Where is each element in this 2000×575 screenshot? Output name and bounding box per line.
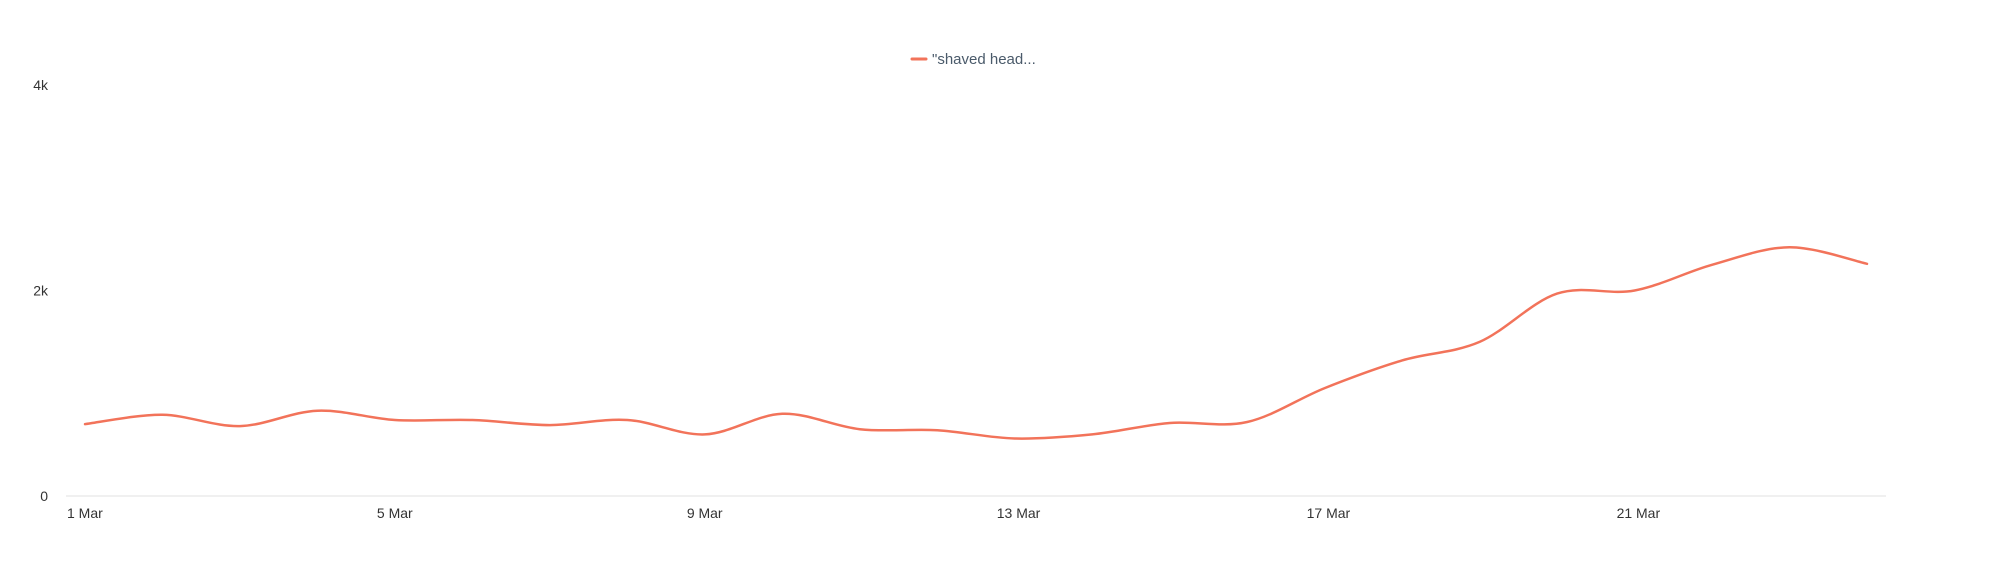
legend-label: "shaved head... [932, 51, 1036, 68]
legend[interactable]: "shaved head... [910, 51, 1036, 68]
series-line[interactable] [83, 246, 1869, 440]
data-point[interactable] [234, 420, 246, 432]
data-point[interactable] [699, 428, 711, 440]
data-point[interactable] [776, 408, 788, 420]
data-point[interactable] [311, 405, 323, 417]
data-point[interactable] [1086, 428, 1098, 440]
x-tick-label: 1 Mar [67, 505, 103, 521]
data-point[interactable] [1164, 417, 1176, 429]
data-point[interactable] [621, 414, 633, 426]
data-point[interactable] [1474, 336, 1486, 348]
data-point[interactable] [1706, 259, 1718, 271]
x-tick-label: 17 Mar [1307, 505, 1351, 521]
data-point[interactable] [931, 424, 943, 436]
data-point[interactable] [1396, 354, 1408, 366]
data-point[interactable] [1009, 433, 1021, 445]
x-tick-label: 21 Mar [1617, 505, 1661, 521]
data-point[interactable] [466, 414, 478, 426]
data-point[interactable] [854, 423, 866, 435]
data-point[interactable] [544, 419, 556, 431]
data-point[interactable] [79, 418, 91, 430]
x-tick-label: 13 Mar [997, 505, 1041, 521]
data-point[interactable] [1629, 285, 1641, 297]
y-tick-label: 2k [33, 283, 49, 299]
y-axis: 0 2k 4k [33, 77, 49, 504]
x-axis: 1 Mar 5 Mar 9 Mar 13 Mar 17 Mar 21 Mar [66, 495, 1886, 521]
y-tick-label: 0 [40, 488, 48, 504]
data-point[interactable] [389, 414, 401, 426]
data-point[interactable] [1551, 288, 1563, 300]
data-point[interactable] [1319, 382, 1331, 394]
y-tick-label: 4k [33, 77, 49, 93]
data-point[interactable] [1241, 416, 1253, 428]
x-tick-label: 5 Mar [377, 505, 413, 521]
data-point[interactable] [157, 409, 169, 421]
series-layer [79, 241, 1873, 445]
data-point[interactable] [1784, 241, 1796, 253]
x-tick-label: 9 Mar [687, 505, 723, 521]
data-point[interactable] [1861, 258, 1873, 270]
